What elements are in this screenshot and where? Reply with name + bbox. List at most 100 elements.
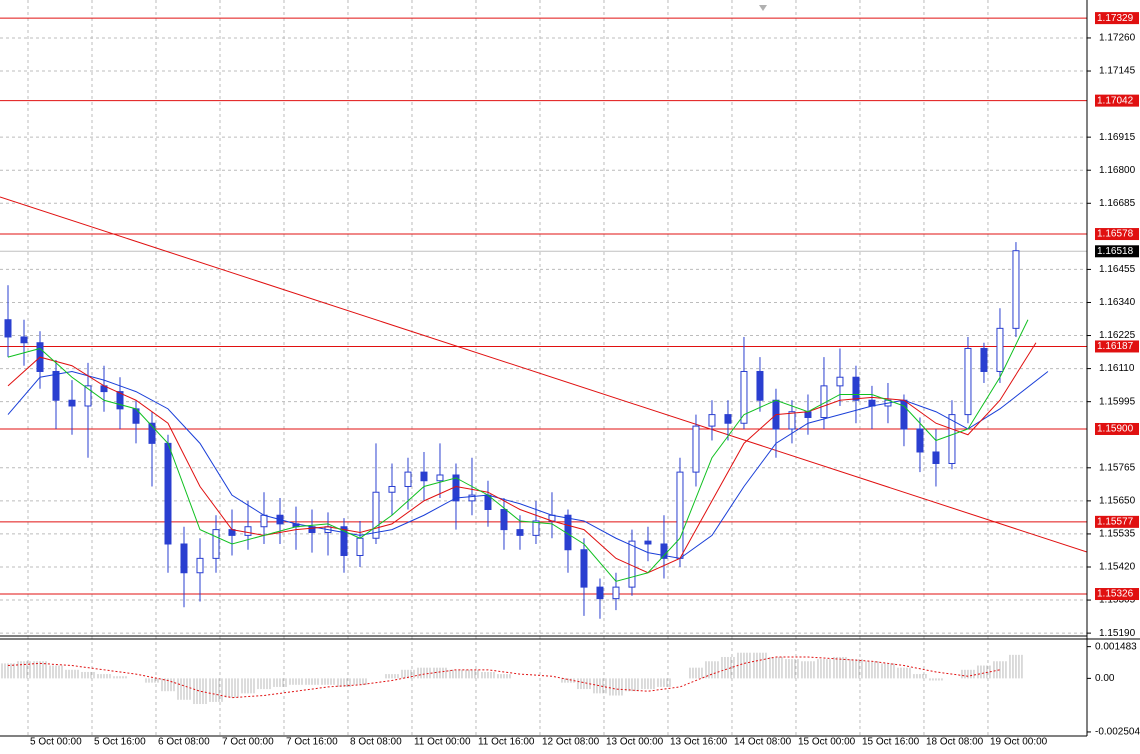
candle-body — [580, 549, 588, 588]
trendline — [0, 196, 1087, 553]
x-tick-label: 7 Oct 00:00 — [222, 737, 274, 748]
x-tick-label: 7 Oct 16:00 — [286, 737, 338, 748]
candle-body — [964, 347, 972, 416]
candle-body — [532, 520, 540, 536]
price-panel — [0, 17, 1087, 619]
candle-body — [932, 451, 940, 464]
candle-body — [52, 370, 60, 401]
candle-body — [740, 370, 748, 424]
candle-body — [68, 399, 76, 407]
y-tick-label: 1.16110 — [1099, 363, 1135, 374]
level-label-box — [1095, 588, 1139, 601]
level-label: 1.16187 — [1097, 341, 1134, 352]
candle-body — [788, 411, 796, 430]
candle-body — [708, 414, 716, 427]
level-label-box — [1095, 12, 1139, 25]
moving-average — [7, 319, 1029, 582]
candle-body — [724, 414, 732, 424]
candle-body — [212, 529, 220, 559]
candle-body — [836, 376, 844, 387]
y-tick-label: 1.15190 — [1099, 628, 1136, 639]
y-tick-label: 1.16915 — [1099, 132, 1136, 143]
candle-body — [948, 414, 956, 464]
y-tick-label: 1.17260 — [1099, 33, 1136, 44]
y-tick-label: 1.16225 — [1099, 330, 1136, 341]
candle-body — [116, 391, 124, 410]
moving-average — [7, 370, 1049, 559]
candle-body — [20, 336, 28, 344]
candle-body — [692, 425, 700, 473]
moving-average — [7, 342, 1037, 574]
candle-body — [244, 526, 252, 536]
candle-body — [612, 586, 620, 600]
y-tick-label: 1.17145 — [1099, 66, 1136, 77]
current-price-label: 1.16518 — [1097, 246, 1134, 257]
labels: 5 Oct 00:00 5 Oct 16:00 6 Oct 08:00 7 Oct 0… — [30, 12, 1140, 748]
level-label: 1.16578 — [1097, 229, 1134, 240]
candle-body — [852, 376, 860, 401]
level-label: 1.17329 — [1097, 13, 1134, 24]
candle-body — [660, 543, 668, 559]
x-tick-label: 6 Oct 08:00 — [158, 737, 210, 748]
level-label-box — [1095, 515, 1139, 528]
candle-body — [372, 491, 380, 539]
y-tick-label: 1.16800 — [1099, 165, 1136, 176]
candle-body — [980, 347, 988, 372]
x-tick-label: 18 Oct 08:00 — [926, 737, 984, 748]
candle-body — [436, 474, 444, 482]
candle-body — [164, 442, 172, 545]
candle-body — [388, 485, 396, 493]
x-tick-label: 13 Oct 00:00 — [606, 737, 664, 748]
candle-body — [420, 471, 428, 482]
candle-body — [4, 319, 12, 338]
x-tick-label: 5 Oct 00:00 — [30, 737, 82, 748]
y-tick-label: 1.15305 — [1099, 595, 1136, 606]
level-label: 1.17042 — [1097, 95, 1134, 106]
candle-body — [596, 586, 604, 600]
candle-body — [468, 494, 476, 502]
y-tick-label: 1.15995 — [1099, 396, 1136, 407]
macd-tick-label: 0.001483 — [1095, 641, 1137, 652]
candle-body — [500, 508, 508, 531]
y-tick-label: 1.16685 — [1099, 198, 1136, 209]
candle-body — [340, 526, 348, 556]
x-tick-label: 5 Oct 16:00 — [94, 737, 146, 748]
macd-signal — [7, 656, 1001, 699]
shift-marker — [759, 5, 767, 11]
candle-body — [196, 557, 204, 574]
candle-body — [916, 428, 924, 453]
level-label-box — [1095, 422, 1139, 435]
candle-body — [996, 327, 1004, 372]
candle-body — [644, 540, 652, 545]
y-tick-label: 1.16340 — [1099, 297, 1136, 308]
y-tick-label: 1.16455 — [1099, 264, 1136, 275]
candle-body — [1012, 250, 1020, 329]
y-tick-label: 1.15535 — [1099, 529, 1136, 540]
level-label-box — [1095, 228, 1139, 241]
y-tick-label: 1.15765 — [1099, 462, 1136, 473]
macd-panel — [1, 652, 1023, 705]
axes — [0, 0, 1140, 737]
level-label-box — [1095, 340, 1139, 353]
x-tick-label: 14 Oct 08:00 — [734, 737, 792, 748]
candle-body — [84, 385, 92, 407]
x-tick-label: 15 Oct 00:00 — [798, 737, 856, 748]
candle-body — [260, 514, 268, 528]
y-tick-label: 1.15650 — [1099, 496, 1136, 507]
candle-body — [516, 529, 524, 536]
x-tick-label: 8 Oct 08:00 — [350, 737, 402, 748]
candle-body — [356, 537, 364, 556]
candle-body — [756, 370, 764, 401]
candle-body — [180, 543, 188, 574]
x-tick-label: 19 Oct 00:00 — [990, 737, 1048, 748]
level-label: 1.15577 — [1097, 516, 1134, 527]
candle-body — [676, 471, 684, 559]
x-tick-label: 15 Oct 16:00 — [862, 737, 920, 748]
y-tick-label: 1.15420 — [1099, 562, 1136, 573]
level-label: 1.15326 — [1097, 589, 1134, 600]
candle-body — [404, 471, 412, 487]
x-tick-label: 12 Oct 08:00 — [542, 737, 600, 748]
